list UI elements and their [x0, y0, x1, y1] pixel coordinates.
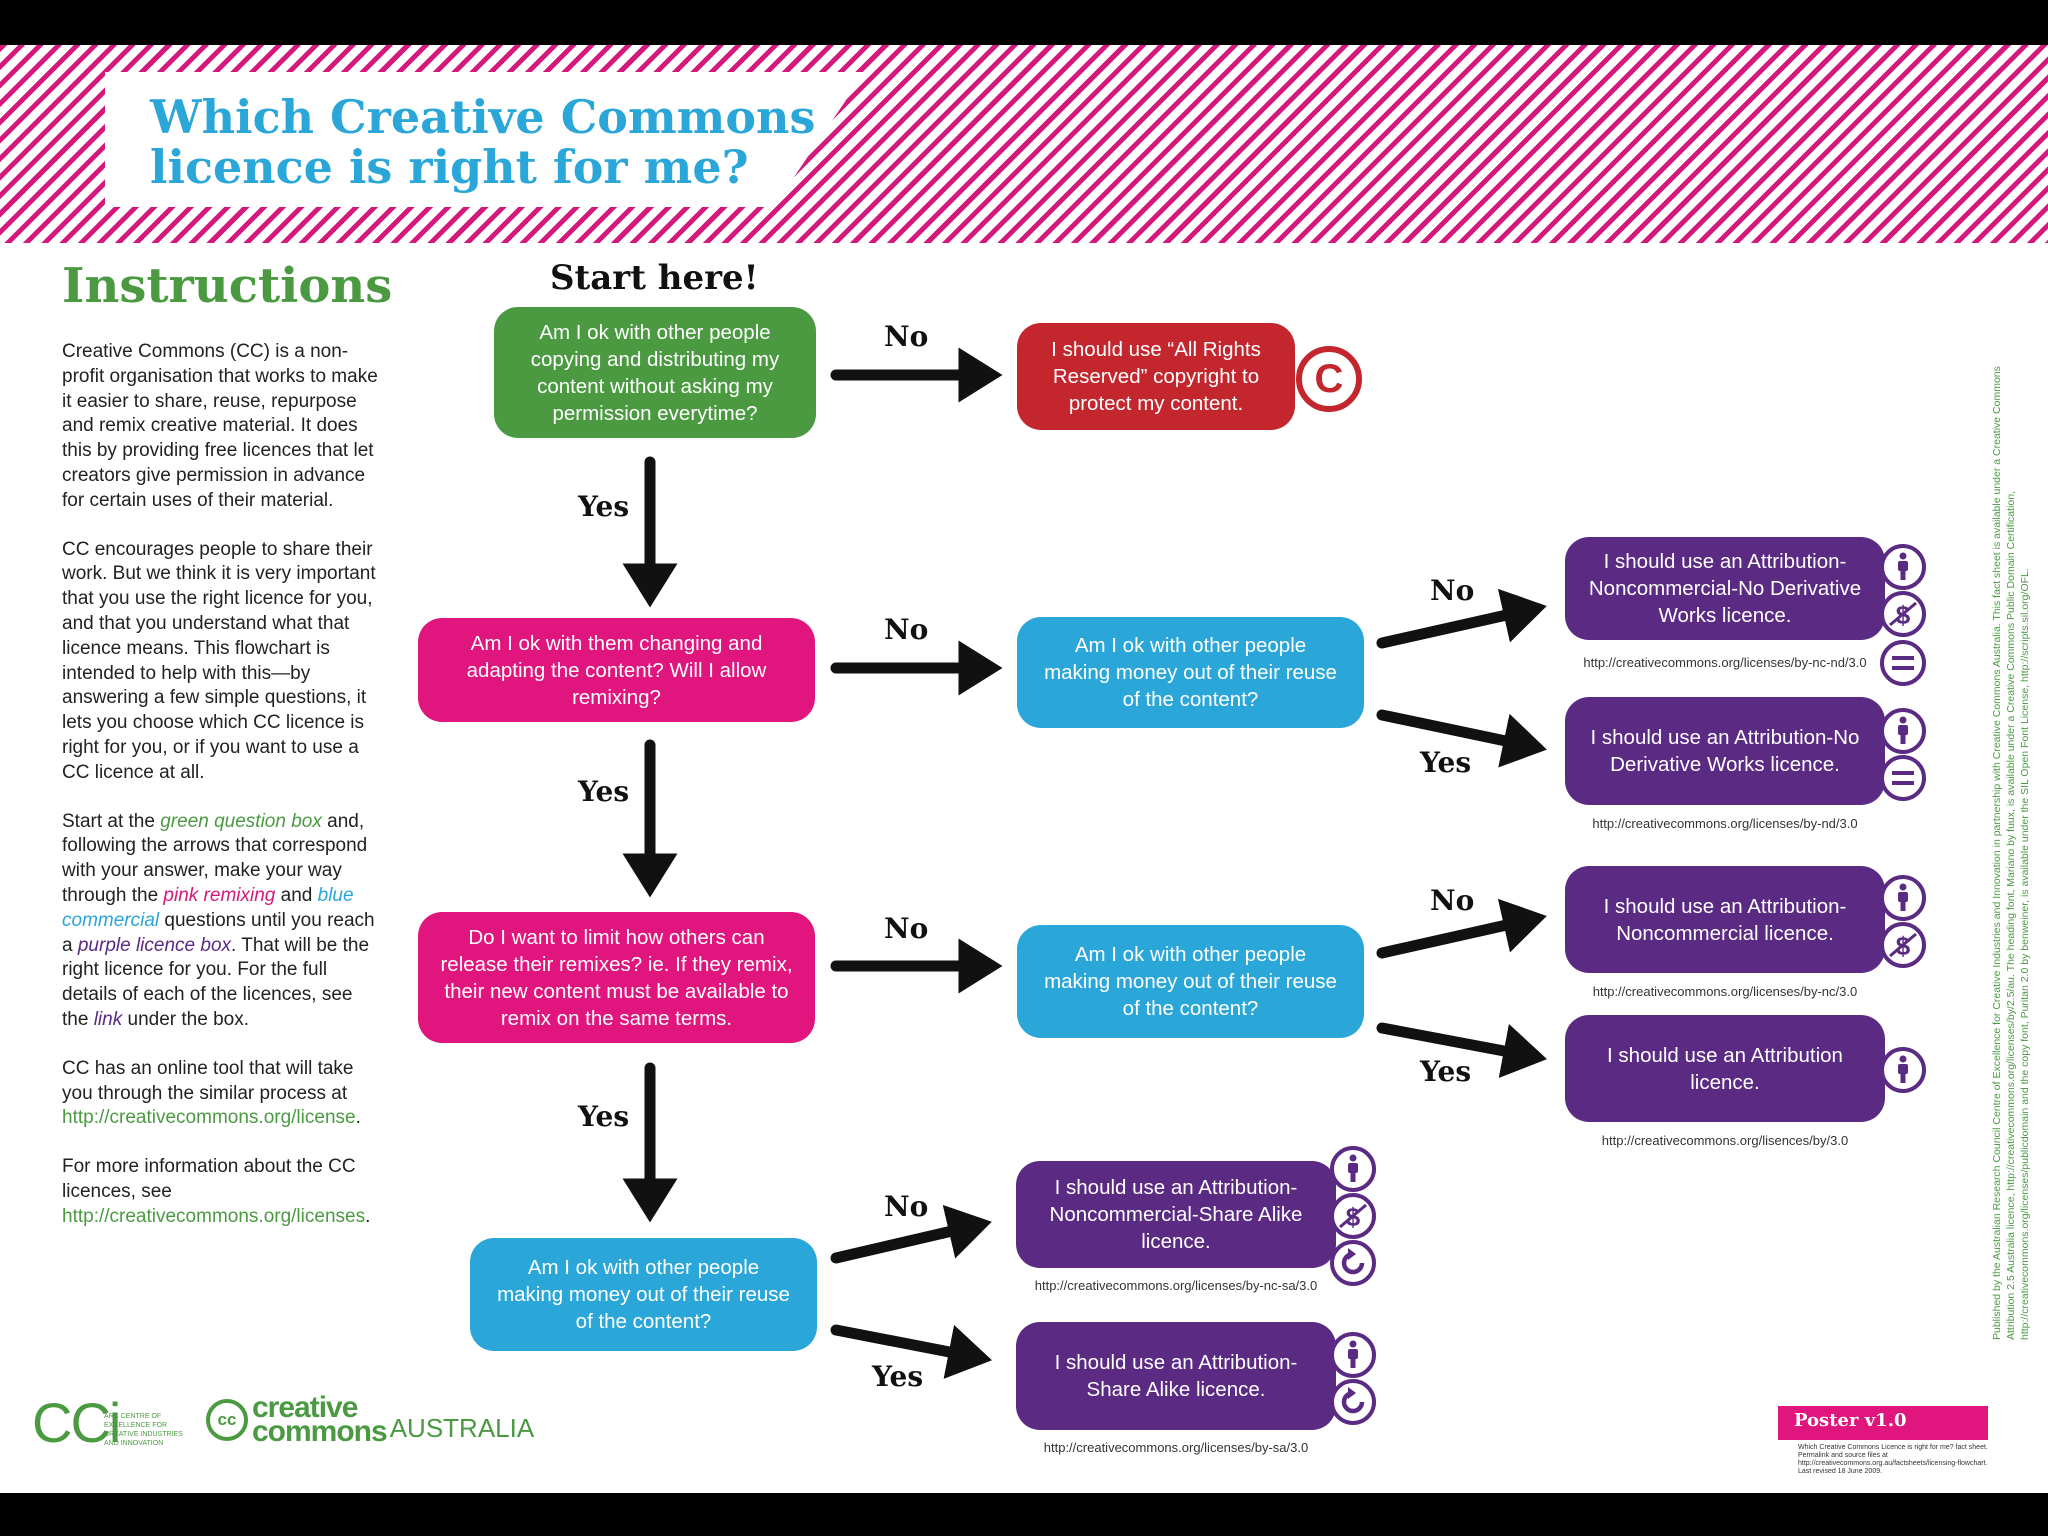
label-no: No: [1430, 884, 1475, 917]
question-copying: Am I ok with other people copying and di…: [494, 307, 816, 438]
start-here-label: Start here!: [550, 258, 759, 298]
instructions-paragraph: CC encourages people to share their work…: [62, 538, 382, 786]
label-no: No: [884, 1190, 929, 1223]
creative-commons-australia-logo: cc creative commons AUSTRALIA: [206, 1393, 534, 1447]
question-commercial: Am I ok with other people making money o…: [470, 1238, 817, 1351]
question-share-alike: Do I want to limit how others can releas…: [418, 912, 815, 1043]
text: .: [365, 1205, 371, 1227]
question-remixing: Am I ok with them changing and adapting …: [418, 618, 815, 722]
top-bar: [0, 0, 2048, 45]
label-yes: Yes: [578, 1100, 630, 1133]
noncommercial-icon: $: [1880, 591, 1926, 637]
attribution-icon: [1880, 708, 1926, 754]
bottom-bar: [0, 1493, 2048, 1536]
attribution-icon: [1330, 1146, 1376, 1192]
text: .: [355, 1107, 361, 1129]
licence-by-nc-nd: I should use an Attribution-Noncommercia…: [1565, 537, 1885, 640]
instructions-text: Creative Commons (CC) is a non-profit or…: [62, 340, 382, 1254]
licence-link[interactable]: http://creativecommons.org/lisences/by/3…: [1601, 1133, 1849, 1148]
text: CC encourages people to share their work…: [62, 538, 376, 783]
arrow-c2-no: [1376, 898, 1547, 959]
highlight-pink: pink remixing: [163, 884, 276, 906]
instructions-paragraph: For more information about the CC licenc…: [62, 1155, 382, 1229]
text: For more information about the CC licenc…: [62, 1156, 356, 1202]
poster-note: Which Creative Commons Licence is right …: [1798, 1444, 1988, 1475]
cci-logo: CCi: [32, 1391, 121, 1454]
highlight-purple: link: [93, 1008, 123, 1030]
sharealike-icon: [1330, 1379, 1376, 1425]
question-commercial: Am I ok with other people making money o…: [1017, 617, 1364, 728]
credits-text: Published by the Australian Research Cou…: [1991, 366, 2031, 1340]
text: Creative Commons (CC) is a non-profit or…: [62, 341, 378, 511]
attribution-icon: [1330, 1332, 1376, 1378]
licence-by-sa: I should use an Attribution-Share Alike …: [1016, 1322, 1336, 1430]
text: and, following the arrows that correspon…: [62, 810, 368, 906]
highlight-blue: blue commercial: [62, 884, 354, 931]
licence-link[interactable]: http://creativecommons.org/licenses/by-n…: [1592, 984, 1858, 999]
text: CC has an online tool that will take you…: [62, 1057, 354, 1104]
label-no: No: [884, 912, 929, 945]
text: and: [275, 884, 318, 906]
noncommercial-icon: $: [1330, 1193, 1376, 1239]
cci-logo-subtitle: ARC CENTRE OF EXCELLENCE FOR CREATIVE IN…: [104, 1413, 183, 1447]
label-no: No: [884, 320, 929, 353]
licence-link[interactable]: http://creativecommons.org/licenses/by-n…: [1034, 1278, 1318, 1293]
licence-by: I should use an Attribution licence.: [1565, 1015, 1885, 1122]
link[interactable]: http://creativecommons.org/licenses: [62, 1205, 366, 1227]
noderivs-icon: [1880, 640, 1926, 686]
noncommercial-icon: $: [1880, 922, 1926, 968]
poster-version-badge: Poster v1.0: [1778, 1406, 1988, 1440]
instructions-heading: Instructions: [62, 258, 393, 314]
label-no: No: [1430, 574, 1475, 607]
highlight-green: green question box: [160, 810, 322, 832]
label-yes: Yes: [1420, 1055, 1472, 1088]
title-panel: [105, 72, 865, 207]
attribution-icon: [1880, 544, 1926, 590]
arrow-c2-yes: [1376, 1022, 1548, 1078]
label-yes: Yes: [1420, 746, 1472, 779]
cc-logo-icon: cc: [206, 1399, 248, 1441]
text: Start at the: [62, 810, 161, 832]
attribution-icon: [1880, 1047, 1926, 1093]
arrow-c3-no: [830, 1204, 992, 1264]
arrow-c1-yes: [1376, 709, 1547, 768]
question-commercial: Am I ok with other people making money o…: [1017, 925, 1364, 1038]
licence-link[interactable]: http://creativecommons.org/licenses/by-n…: [1592, 816, 1858, 831]
arrow-c1-no: [1376, 588, 1547, 649]
text: . That will be the right licence for you…: [62, 934, 370, 1030]
label-yes: Yes: [578, 490, 630, 523]
licence-link[interactable]: http://creativecommons.org/licenses/by-s…: [1043, 1440, 1309, 1455]
page-title: Which Creative Commons licence is right f…: [150, 90, 816, 194]
label-yes: Yes: [578, 775, 630, 808]
copyright-icon: C: [1296, 346, 1362, 412]
text: under the box.: [122, 1008, 249, 1030]
instructions-paragraph: CC has an online tool that will take you…: [62, 1057, 382, 1131]
result-all-rights-reserved: I should use “All Rights Reserved” copyr…: [1017, 323, 1295, 430]
sharealike-icon: [1330, 1240, 1376, 1286]
licence-link[interactable]: http://creativecommons.org/licenses/by-n…: [1583, 655, 1867, 670]
instructions-paragraph: Start at the green question box and, fol…: [62, 810, 382, 1033]
text: questions until you reach a: [62, 909, 375, 956]
attribution-icon: [1880, 875, 1926, 921]
licence-by-nd: I should use an Attribution-No Derivativ…: [1565, 697, 1885, 805]
arrow-c3-yes: [830, 1324, 992, 1379]
label-yes: Yes: [872, 1360, 924, 1393]
instructions-paragraph: Creative Commons (CC) is a non-profit or…: [62, 340, 382, 514]
licence-by-nc-sa: I should use an Attribution-Noncommercia…: [1016, 1161, 1336, 1268]
licence-by-nc: I should use an Attribution-Noncommercia…: [1565, 866, 1885, 973]
highlight-purple: purple licence box: [77, 934, 232, 956]
link[interactable]: http://creativecommons.org/license: [62, 1107, 356, 1129]
noderivs-icon: [1880, 755, 1926, 801]
label-no: No: [884, 613, 929, 646]
